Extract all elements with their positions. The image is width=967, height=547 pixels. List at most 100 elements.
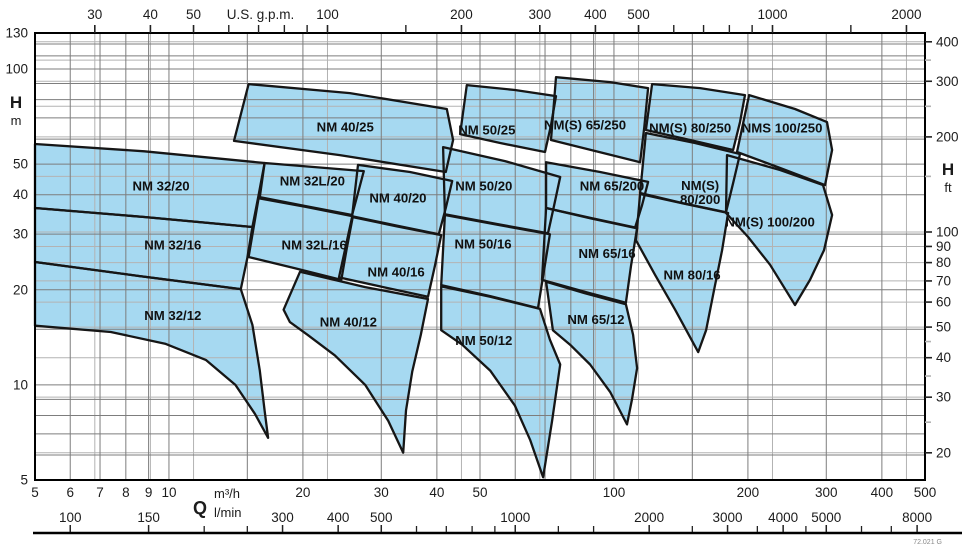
region-label: NM 65/16 [578, 246, 635, 261]
gpm-tick-label: 100 [316, 7, 339, 22]
region-outline-nm-s-80-250 [644, 82, 747, 152]
ft-tick-label: 60 [936, 295, 951, 310]
region-label: NM 32L/16 [282, 238, 347, 253]
left-axis-letter-H: H [10, 93, 22, 112]
region-label: NM 65/12 [567, 312, 624, 327]
region-fill-nm-80-16 [636, 194, 729, 353]
q-axis-letter: Q [193, 498, 207, 518]
lmin-axis-unit: l/min [214, 505, 241, 520]
region-label: NM 32/20 [132, 179, 189, 194]
region-outline-nm-32l-20 [258, 161, 365, 217]
m3h-tick-label: 400 [871, 485, 894, 500]
left-axis-unit-m: m [11, 113, 22, 128]
ft-tick-label: 50 [936, 320, 951, 335]
lmin-tick-label: 5000 [811, 510, 841, 525]
m3h-tick-label: 50 [472, 485, 487, 500]
gpm-tick-label: 200 [450, 7, 473, 22]
m3h-tick-label: 100 [603, 485, 626, 500]
m-tick-label: 40 [13, 187, 28, 202]
m-tick-label: 20 [13, 282, 28, 297]
region-label: NM 80/16 [663, 267, 720, 282]
ft-tick-label: 80 [936, 255, 951, 270]
lmin-tick-label: 400 [327, 510, 350, 525]
axis-top-usgpm: 30 40 50 100 200 300 400 500 1000 2000 U.S. g.p.m. [87, 7, 921, 33]
region-fill-nm-32-20 [35, 144, 265, 227]
region-fill-nm-32-12 [35, 262, 269, 438]
m3h-tick-label: 300 [815, 485, 838, 500]
gpm-tick-label: 2000 [891, 7, 921, 22]
gpm-tick-label: 40 [143, 7, 158, 22]
m3h-tick-label: 40 [429, 485, 444, 500]
region-label: NM(S) 80/200 [680, 178, 720, 207]
region-fill-nm-s-80-200 [640, 133, 740, 213]
region-label: NM(S) 65/250 [544, 118, 626, 133]
ft-tick-label: 200 [936, 129, 959, 144]
region-label: NMS 100/250 [742, 121, 823, 136]
m3h-tick-label: 7 [96, 485, 104, 500]
region-outline-nms-100-250 [735, 93, 834, 187]
region-outline-nm-32l-16 [247, 197, 355, 282]
region-fill-nm-s-80-250 [645, 84, 745, 150]
right-axis-letter-H: H [942, 160, 954, 179]
axis-left-m: 5 10 20 30 40 50 100 130 Hm [5, 26, 28, 488]
region-outline-nm-80-16 [634, 192, 730, 354]
ft-tick-label: 70 [936, 273, 951, 288]
region-label: NM 32/12 [144, 308, 201, 323]
region-fill-nm-50-16 [441, 215, 550, 309]
region-fill-nm-40-12 [283, 271, 428, 453]
ft-tick-label: 40 [936, 350, 951, 365]
axis-bottom-m3h: 5 6 7 8 9 10 20 30 40 50 100 200 300 400 500 Qm³/h l/min [31, 485, 936, 520]
region-label: NM 50/20 [455, 179, 512, 194]
lmin-tick-label: 3000 [713, 510, 743, 525]
m3h-tick-label: 20 [295, 485, 310, 500]
m-tick-label: 10 [13, 377, 28, 392]
region-outline-nm-50-12 [440, 285, 562, 479]
region-label: NM 40/16 [368, 264, 425, 279]
region-outline-nm-40-25 [232, 82, 455, 174]
m-tick-label: 5 [20, 473, 28, 488]
m3h-tick-label: 200 [737, 485, 760, 500]
m-tick-label: 50 [13, 157, 28, 172]
ft-tick-label: 90 [936, 239, 951, 254]
region-outline-nm-32-12 [33, 260, 270, 439]
region-label: NM 32/16 [144, 238, 201, 253]
region-fill-nm-32l-16 [248, 198, 353, 280]
m-tick-label: 130 [5, 26, 28, 41]
region-label: NM 32L/20 [280, 174, 345, 189]
gpm-tick-label: 400 [584, 7, 607, 22]
m-tick-label: 100 [5, 61, 28, 76]
lmin-tick-label: 150 [137, 510, 160, 525]
lmin-tick-label: 2000 [634, 510, 664, 525]
region-label: NM(S) 100/200 [725, 214, 814, 229]
region-outline-nm-40-12 [282, 270, 430, 454]
grid [35, 33, 925, 480]
ft-tick-label: 20 [936, 445, 951, 460]
region-label: NM 40/25 [317, 120, 374, 135]
gpm-tick-label: 300 [529, 7, 552, 22]
m3h-tick-label: 9 [145, 485, 153, 500]
lmin-tick-label: 500 [370, 510, 393, 525]
gpm-tick-label: 30 [87, 7, 102, 22]
region-label: NM 50/25 [458, 123, 515, 138]
region-outline-nm-s-100-200 [724, 153, 834, 307]
region-fill-nm-50-12 [441, 286, 561, 478]
lmin-tick-label: 100 [59, 510, 82, 525]
gpm-tick-label: 1000 [757, 7, 787, 22]
lmin-tick-label: 4000 [768, 510, 798, 525]
region-outline-nm-40-16 [337, 215, 443, 298]
right-axis-unit-ft: ft [944, 180, 952, 195]
m3h-tick-label: 6 [66, 485, 74, 500]
region-fill-nm-s-100-200 [726, 155, 833, 305]
region-outline-nm-65-12 [544, 280, 639, 426]
region-fill-nm-s-65-250 [551, 77, 649, 163]
m3h-tick-label: 30 [374, 485, 389, 500]
region-label: NM(S) 80/250 [649, 121, 731, 136]
m-tick-label: 30 [13, 227, 28, 242]
ft-tick-label: 400 [936, 34, 959, 49]
region-label: NM 50/12 [455, 333, 512, 348]
ft-tick-label: 100 [936, 224, 959, 239]
ft-tick-label: 300 [936, 74, 959, 89]
